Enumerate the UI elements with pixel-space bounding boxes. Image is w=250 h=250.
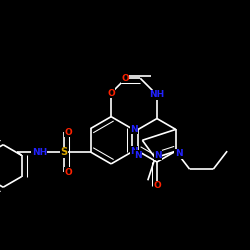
- Text: O: O: [64, 128, 72, 136]
- Text: O: O: [121, 74, 129, 83]
- Text: N: N: [130, 147, 138, 156]
- Text: N: N: [130, 125, 138, 134]
- Text: O: O: [153, 181, 161, 190]
- Text: O: O: [64, 168, 72, 176]
- Text: NH: NH: [149, 90, 164, 100]
- Text: N: N: [175, 150, 182, 158]
- Text: O: O: [107, 88, 115, 98]
- Text: S: S: [61, 147, 68, 157]
- Text: N: N: [134, 151, 142, 160]
- Text: NH: NH: [32, 148, 47, 156]
- Text: N: N: [154, 150, 162, 160]
